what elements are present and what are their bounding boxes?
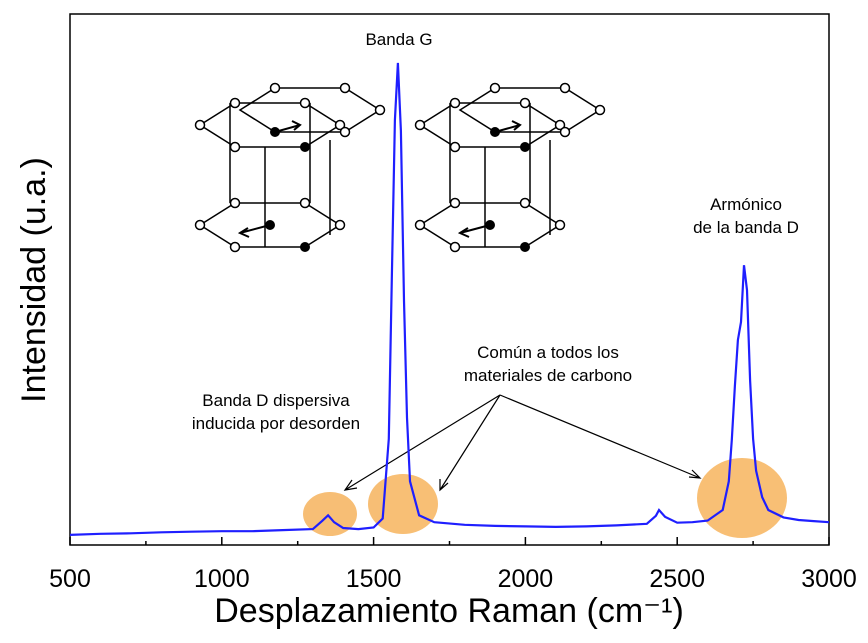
x-tick-label: 500	[49, 565, 91, 593]
arrow	[439, 394, 501, 492]
arrow	[499, 394, 702, 479]
lattice-diagram	[414, 82, 606, 253]
spectrum-line	[69, 62, 830, 536]
annotation: inducida por desorden	[192, 414, 360, 433]
x-tick-label: 1000	[194, 565, 250, 593]
annotation: de la banda D	[693, 218, 799, 237]
arrow	[343, 394, 501, 491]
plot-frame	[69, 13, 830, 546]
annotation: Banda D dispersiva	[202, 391, 350, 410]
x-tick-label: 2500	[649, 565, 705, 593]
x-tick-label: 2000	[498, 565, 554, 593]
annotation: Armónico	[710, 195, 782, 214]
annotation: materiales de carbono	[464, 366, 632, 385]
annotation: Común a todos los	[477, 343, 619, 362]
highlight	[697, 458, 787, 538]
x-tick-label: 3000	[801, 565, 857, 593]
x-axis-label: Desplazamiento Raman (cm⁻¹)	[214, 592, 684, 630]
highlight	[368, 474, 438, 534]
annotation: Banda G	[365, 30, 432, 49]
lattice-diagram	[194, 82, 386, 253]
x-tick-label: 1500	[346, 565, 402, 593]
y-axis-label: Intensidad (u.a.)	[15, 157, 53, 403]
